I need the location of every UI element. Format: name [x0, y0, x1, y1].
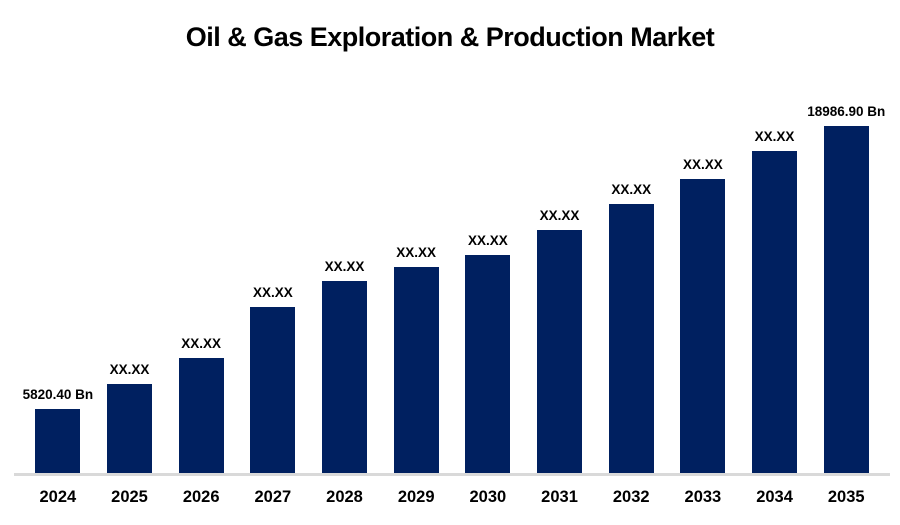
bar-value-label: XX.XX	[467, 233, 508, 248]
bar-slot-2030: XX.XX	[452, 233, 524, 473]
x-axis-label-2032: 2032	[612, 488, 650, 506]
bar-value-label: XX.XX	[396, 245, 437, 260]
bar-slot-2028: XX.XX	[309, 259, 381, 473]
bar-2028	[322, 281, 368, 473]
x-axis-label-2035: 2035	[827, 488, 865, 506]
bar-slot-2035: 18986.90 Bn	[807, 104, 886, 473]
x-axis-label-2031: 2031	[541, 488, 578, 506]
bar-slot-2032: XX.XX	[595, 182, 667, 473]
bar-value-label: XX.XX	[539, 208, 580, 223]
bar-value-label: XX.XX	[324, 259, 365, 274]
bar-slot-2025: XX.XX	[94, 362, 166, 473]
x-axis-label-2028: 2028	[326, 488, 363, 506]
plot-area: 5820.40 Bn XX.XX XX.XX XX.XX XX.XX XX.XX XX.XX…	[14, 95, 890, 507]
bar-value-label: XX.XX	[754, 129, 795, 144]
bar-slot-2031: XX.XX	[524, 208, 596, 473]
bar-2029	[393, 267, 439, 473]
bar-2032	[608, 204, 654, 473]
bars-container: 5820.40 Bn XX.XX XX.XX XX.XX XX.XX XX.XX XX.XX…	[22, 95, 886, 473]
x-axis-line	[14, 473, 890, 476]
bar-value-label: 18986.90 Bn	[807, 104, 886, 119]
x-axis-label-2024: 2024	[39, 488, 77, 506]
x-axis-label-2029: 2029	[397, 488, 435, 506]
x-axis-label-2025: 2025	[111, 488, 148, 506]
x-axis-label-2027: 2027	[254, 488, 292, 506]
x-axis-label-2026: 2026	[182, 488, 220, 506]
x-axis-labels: 2024 2025 2026 2027 2028 2029 2030 2031 2032 2033…	[22, 488, 882, 507]
bar-2025	[107, 384, 152, 473]
bar-value-label: XX.XX	[181, 336, 222, 351]
x-axis-label-2033: 2033	[684, 488, 722, 506]
bar-2034	[752, 151, 798, 473]
bar-2033	[680, 179, 726, 473]
chart-title: Oil & Gas Exploration & Production Marke…	[185, 22, 715, 52]
bar-value-label: 5820.40 Bn	[22, 387, 94, 402]
bar-value-label: XX.XX	[109, 362, 150, 377]
bar-2035	[823, 126, 869, 473]
bar-slot-2029: XX.XX	[380, 245, 452, 473]
bar-2027	[250, 307, 296, 473]
bar-value-label: XX.XX	[682, 157, 723, 172]
bar-value-label: XX.XX	[611, 182, 652, 197]
bar-slot-2033: XX.XX	[667, 157, 739, 473]
bar-2030	[465, 255, 511, 473]
bar-2031	[537, 230, 583, 473]
bar-2026	[178, 358, 224, 473]
bar-slot-2034: XX.XX	[739, 129, 811, 473]
x-axis-label-2030: 2030	[469, 488, 507, 506]
bar-value-label: XX.XX	[252, 285, 293, 300]
x-axis-label-2034: 2034	[756, 488, 793, 506]
bar-slot-2027: XX.XX	[237, 285, 309, 473]
bar-2024	[35, 409, 81, 473]
bar-slot-2024: 5820.40 Bn	[22, 387, 94, 473]
bar-slot-2026: XX.XX	[165, 336, 237, 473]
